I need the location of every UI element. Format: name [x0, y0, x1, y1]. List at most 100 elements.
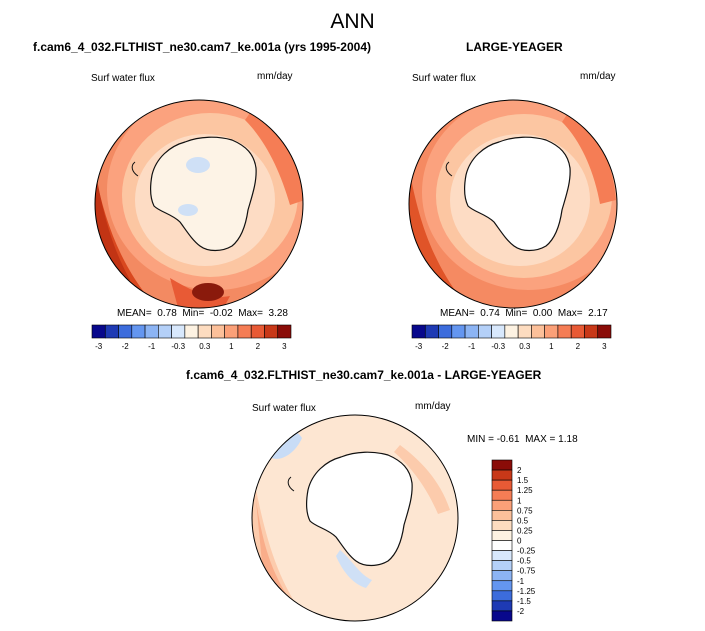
panel2-max-value: 2.17 — [588, 308, 608, 319]
colorbar-swatch — [424, 324, 439, 339]
colorbar-swatch — [197, 324, 212, 339]
colorbar-swatch — [491, 550, 513, 561]
main-title: ANN — [330, 10, 375, 33]
colorbar-tick-label: 0 — [517, 537, 522, 546]
colorbar-swatch — [277, 324, 292, 339]
colorbar-tick-label: 0.3 — [199, 342, 211, 351]
colorbar-swatch — [224, 324, 239, 339]
colorbar-swatch — [491, 510, 513, 521]
colorbar-tick-label: 3 — [282, 342, 287, 351]
panel1-units-label: mm/day — [257, 71, 293, 82]
colorbar-tick-label: 1.5 — [517, 476, 529, 485]
colorbar-swatch — [438, 324, 453, 339]
colorbar-swatch — [491, 499, 513, 511]
panel1-variable-label: Surf water flux — [91, 73, 155, 84]
colorbar-tick-label: -1 — [468, 342, 476, 351]
panel2-variable-label: Surf water flux — [412, 73, 476, 84]
map2-antarctica-coastline — [464, 136, 571, 252]
colorbar-swatch — [104, 324, 119, 339]
colorbar-swatch — [491, 469, 513, 481]
colorbar-swatch — [557, 324, 572, 339]
colorbar-swatch — [464, 324, 479, 339]
colorbar-swatch — [517, 324, 532, 339]
colorbar-tick-label: -1.5 — [517, 597, 531, 606]
map3-contour-band — [336, 550, 372, 588]
map3-peninsula-coastline — [287, 476, 295, 492]
colorbar-swatch — [171, 324, 186, 339]
colorbar-tick-label: 3 — [602, 342, 607, 351]
panel2-max-label: Max= — [557, 308, 583, 319]
colorbar-swatch — [491, 489, 513, 501]
map1-peninsula-coastline — [131, 161, 139, 177]
colorbar-tick-label: -1 — [517, 577, 525, 586]
map3-boundary — [251, 414, 459, 622]
colorbar-swatch — [531, 324, 545, 339]
colorbar-swatch — [570, 324, 585, 339]
colorbar-swatch — [158, 324, 172, 339]
colorbar-swatch — [491, 324, 506, 339]
panel3-title: f.cam6_4_032.FLTHIST_ne30.cam7_ke.001a -… — [186, 368, 542, 382]
panel2-mean-value: 0.74 — [480, 308, 500, 319]
colorbar-swatch — [597, 324, 612, 339]
colorbar-swatch — [491, 610, 513, 622]
colorbar-tick-label: -1 — [148, 342, 156, 351]
colorbar-swatch — [250, 324, 265, 339]
colorbar-swatch — [544, 324, 559, 339]
colorbar-swatch — [491, 479, 513, 491]
colorbar-swatch — [478, 324, 492, 339]
panel3-units-label: mm/day — [415, 401, 451, 412]
colorbar-swatch — [184, 324, 199, 339]
panel2-mean-label: MEAN= — [440, 308, 475, 319]
colorbar-tick-label: -2 — [517, 607, 525, 616]
colorbar-tick-label: 0.25 — [517, 526, 533, 535]
colorbar-swatch — [491, 600, 513, 612]
colorbar-tick-label: 2 — [256, 342, 261, 351]
panel3-max-value: 1.18 — [558, 434, 578, 445]
colorbar-3: 21.51.2510.750.50.250-0.25-0.5-0.75-1-1.… — [491, 459, 536, 622]
colorbar-tick-label: -1.25 — [517, 587, 536, 596]
colorbar-2: -3 -2 -1 -0.3 0.3 1 2 3 — [411, 324, 612, 351]
map2 — [408, 99, 618, 309]
map1-boundary — [94, 99, 304, 309]
map3-antarctica-coastline — [306, 451, 413, 567]
panel2-stats: MEAN= 0.74 Min= 0.00 Max= 2.17 — [440, 308, 608, 319]
colorbar-swatch — [451, 324, 466, 339]
colorbar-tick-label: 1 — [517, 496, 522, 505]
colorbar-swatch — [491, 590, 513, 602]
map1-negative-patch — [186, 157, 210, 173]
colorbar-tick-label: 1 — [229, 342, 234, 351]
map3-contour-band — [394, 445, 450, 514]
colorbar-swatch — [118, 324, 133, 339]
colorbar-swatch — [491, 560, 513, 571]
panel3-variable-label: Surf water flux — [252, 403, 316, 414]
colorbar-tick-label: 0.5 — [517, 516, 529, 525]
colorbar-swatch — [491, 530, 513, 541]
panel2-min-label: Min= — [505, 308, 528, 319]
colorbar-tick-label: 2 — [576, 342, 581, 351]
colorbar-tick-label: 0.75 — [517, 506, 533, 515]
panel1-max-label: Max= — [238, 308, 263, 319]
colorbar-swatch — [237, 324, 252, 339]
colorbar-tick-label: -2 — [122, 342, 130, 351]
colorbar-swatch — [491, 540, 513, 551]
panel1-mean-value: 0.78 — [157, 308, 177, 319]
panel3-stats: MIN = -0.61 MAX = 1.18 — [467, 434, 578, 445]
colorbar-tick-label: -0.3 — [491, 342, 505, 351]
map2-boundary — [408, 99, 618, 309]
map1 — [94, 99, 304, 309]
panel1-mean-label: MEAN= — [117, 308, 152, 319]
colorbar-swatch — [584, 324, 599, 339]
panel1-min-label: Min= — [182, 308, 205, 319]
colorbar-swatch — [211, 324, 225, 339]
map1-negative-patch — [178, 204, 198, 216]
colorbar-tick-label: 0.3 — [519, 342, 531, 351]
panel2-title: LARGE-YEAGER — [466, 40, 563, 54]
colorbar-swatch — [144, 324, 159, 339]
panel2-units-label: mm/day — [580, 71, 616, 82]
colorbar-1: -3 -2 -1 -0.3 0.3 1 2 3 — [91, 324, 292, 351]
colorbar-tick-label: -0.75 — [517, 567, 536, 576]
colorbar-swatch — [91, 324, 106, 339]
panel2-min-value: 0.00 — [532, 308, 553, 319]
panel3-min-value: -0.61 — [496, 434, 520, 445]
